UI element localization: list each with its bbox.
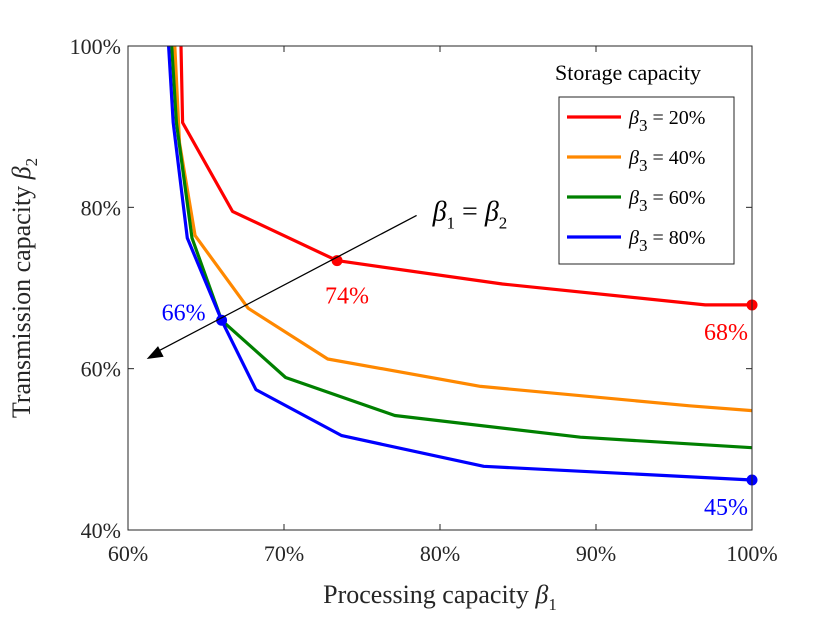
legend-label-sub-1: 3 xyxy=(639,116,648,135)
x-tick-label-2: 70% xyxy=(264,541,304,566)
y-axis-title-symbol: β xyxy=(7,166,36,180)
y-tick-label-2: 60% xyxy=(81,357,121,382)
marker-3 xyxy=(216,314,228,326)
legend-label-beta-3: β xyxy=(628,187,639,209)
marker-layer: 74% 68% 66% 45% xyxy=(162,255,758,521)
arrow-layer: β1 = β2 xyxy=(146,196,508,359)
legend-label-beta-4: β xyxy=(628,227,639,249)
marker-label-4: 45% xyxy=(704,495,748,521)
x-axis-title: Processing capacity β1 xyxy=(323,580,557,614)
arrow-label-eq: = xyxy=(455,196,485,227)
y-tick-label-1: 40% xyxy=(81,518,121,543)
x-axis-title-sub: 1 xyxy=(548,595,557,614)
series-layer xyxy=(167,45,753,482)
series-line-4 xyxy=(167,45,753,482)
arrow-label-sub-a: 1 xyxy=(447,213,456,232)
legend-label-1: β3 = 20% xyxy=(628,107,705,135)
axes-layer: 60% 70% 80% 90% 100%40%60%80%100% xyxy=(70,34,778,566)
x-axis-title-text: Processing capacity xyxy=(323,580,529,609)
arrow-label-beta-b: β xyxy=(484,196,499,227)
legend-label-beta-2: β xyxy=(628,147,639,169)
y-tick-label-3: 80% xyxy=(81,195,121,220)
marker-1 xyxy=(331,255,343,267)
series-line-3 xyxy=(170,45,753,450)
y-axis-title-sub: 2 xyxy=(22,158,41,167)
legend-label-4: β3 = 80% xyxy=(628,227,705,255)
arrow-head xyxy=(146,346,164,359)
marker-label-2: 68% xyxy=(704,320,748,346)
y-axis-title: Transmission capacity β2 xyxy=(7,158,41,418)
arrow-line xyxy=(154,214,417,354)
legend-label-sub-2: 3 xyxy=(639,156,648,175)
x-tick-label-1: 60% xyxy=(108,541,148,566)
x-tick-label-5: 100% xyxy=(726,541,777,566)
marker-label-1: 74% xyxy=(325,284,369,310)
x-tick-label-4: 90% xyxy=(576,541,616,566)
legend-label-value-4: = 80% xyxy=(647,227,705,249)
legend-label-3: β3 = 60% xyxy=(628,187,705,215)
legend-label-value-1: = 20% xyxy=(647,107,705,129)
legend-label-value-3: = 60% xyxy=(647,187,705,209)
x-tick-label-3: 80% xyxy=(420,541,460,566)
marker-label-3: 66% xyxy=(162,300,206,326)
arrow-label-sub-b: 2 xyxy=(499,213,508,232)
legend-label-value-2: = 40% xyxy=(647,147,705,169)
y-tick-label-4: 100% xyxy=(70,34,121,59)
legend-label-sub-4: 3 xyxy=(639,236,648,255)
x-axis-title-symbol: β xyxy=(534,580,548,609)
legend-title: Storage capacity xyxy=(555,60,701,85)
y-axis-title-text: Transmission capacity xyxy=(7,186,36,418)
arrow-label-beta-a: β xyxy=(432,196,447,227)
legend-label-beta-1: β xyxy=(628,107,639,129)
legend-label-2: β3 = 40% xyxy=(628,147,705,175)
legend-label-sub-3: 3 xyxy=(639,196,648,215)
arrow-label: β1 = β2 xyxy=(432,196,508,232)
